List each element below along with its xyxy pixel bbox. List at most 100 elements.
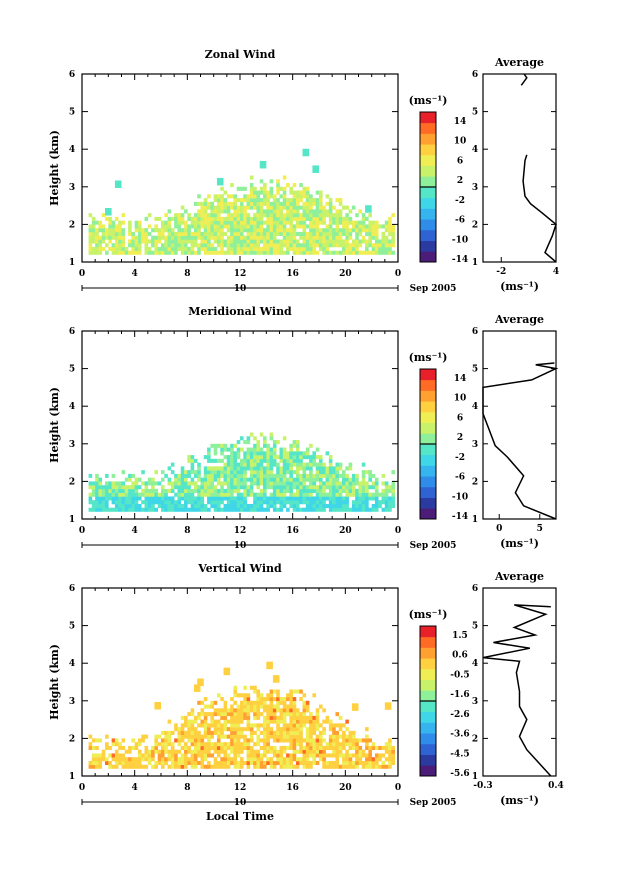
heatmap-cell (210, 243, 214, 248)
heatmap-cell (319, 243, 323, 248)
heatmap-cell (348, 764, 353, 769)
heatmap-cell (134, 503, 139, 509)
heatmap-cell (249, 190, 254, 195)
heatmap-cell (236, 492, 241, 497)
heatmap-cell (338, 220, 343, 225)
heatmap-cell (272, 462, 277, 467)
heatmap-cell (233, 708, 238, 713)
heatmap-cell (345, 239, 349, 244)
heatmap-cell (236, 485, 241, 490)
heatmap-cell (167, 216, 172, 221)
heatmap-cell (134, 250, 139, 255)
heatmap-cell (249, 447, 254, 452)
heatmap-cell (289, 481, 293, 486)
heatmap-cell (114, 749, 119, 754)
heatmap-cell (351, 250, 356, 255)
heatmap-cell (246, 194, 251, 199)
heatmap-cell (361, 470, 366, 475)
heatmap-cell (230, 473, 234, 478)
heatmap-cell (361, 753, 366, 758)
heatmap-cell (114, 250, 119, 255)
heatmap-cell (240, 712, 244, 717)
heatmap-cell (299, 730, 303, 735)
heatmap-cell (266, 455, 270, 460)
heatmap-cell (325, 745, 330, 750)
heatmap-cell (88, 760, 93, 766)
heatmap-cell (220, 186, 224, 191)
heatmap-cell (207, 455, 211, 460)
heatmap-cell (203, 753, 208, 758)
heatmap-cell (243, 213, 247, 218)
heatmap-cell (279, 455, 284, 460)
heatmap-cell (263, 470, 267, 475)
heatmap-cell (230, 496, 234, 501)
heatmap-cell (322, 719, 326, 724)
heatmap-cell (263, 719, 267, 724)
heatmap-cell (203, 235, 208, 240)
heatmap-cell (256, 477, 261, 482)
heatmap-cell (180, 243, 185, 248)
heatmap-cell (144, 492, 149, 497)
heatmap-cell (200, 708, 205, 713)
heatmap-cell (101, 213, 106, 218)
heatmap-cell (358, 749, 363, 754)
heatmap-cell (207, 730, 211, 735)
heatmap-cell (154, 246, 159, 252)
colorbar-segment (420, 690, 436, 702)
heatmap-cell (269, 496, 274, 501)
heatmap-cell (279, 466, 284, 471)
heatmap-cell (259, 500, 264, 505)
heatmap-cell (226, 194, 231, 199)
heatmap-cell (388, 228, 392, 233)
heatmap-cell (164, 488, 168, 493)
heatmap-cell (328, 243, 333, 248)
heatmap-cell (197, 745, 201, 750)
heatmap-cell (388, 224, 392, 229)
colorbar-segment (420, 133, 436, 145)
heatmap-cell (302, 700, 307, 705)
heatmap-cell (151, 503, 155, 509)
heatmap-cell (147, 760, 152, 766)
heatmap-cell (319, 481, 323, 486)
heatmap-cell (365, 727, 369, 732)
heatmap-cell (286, 693, 290, 698)
heatmap-cell (190, 231, 195, 236)
heatmap-cell (95, 250, 99, 255)
heatmap-cell (315, 496, 320, 501)
heatmap-cell (289, 228, 293, 233)
heatmap-cell (295, 764, 300, 769)
heatmap-cell (137, 228, 142, 233)
heatmap-cell (269, 462, 274, 467)
heatmap-cell (210, 470, 214, 475)
heatmap-cell (170, 481, 175, 486)
heatmap-cell (216, 723, 221, 728)
heatmap-cell (157, 231, 162, 236)
avg-y-tick-label: 3 (472, 440, 478, 450)
heatmap-cell (361, 764, 366, 769)
heatmap-cell (223, 704, 228, 709)
heatmap-cell (164, 496, 168, 501)
heatmap-cell (230, 745, 234, 750)
average-title: Average (494, 56, 544, 69)
heatmap-cell (365, 742, 369, 747)
heatmap-cell (368, 492, 372, 497)
heatmap-cell (253, 689, 257, 694)
heatmap-cell (207, 224, 211, 229)
heatmap-cell (230, 243, 234, 248)
heatmap-cell (128, 243, 132, 248)
heatmap-cell (236, 745, 241, 750)
heatmap-cell (243, 485, 247, 490)
heatmap-cell (246, 228, 251, 233)
heatmap-cell (233, 693, 238, 698)
heatmap-cell (358, 209, 363, 214)
heatmap-cell (286, 488, 290, 493)
heatmap-cell (246, 753, 251, 758)
heatmap-cell (230, 488, 234, 493)
heatmap-cell (233, 503, 238, 509)
heatmap-cell (292, 198, 297, 203)
heatmap-cell (259, 209, 264, 214)
heatmap-cell (351, 764, 356, 769)
heatmap-cell (272, 481, 277, 486)
heatmap-cell (315, 235, 320, 240)
heatmap-cell (233, 246, 238, 252)
